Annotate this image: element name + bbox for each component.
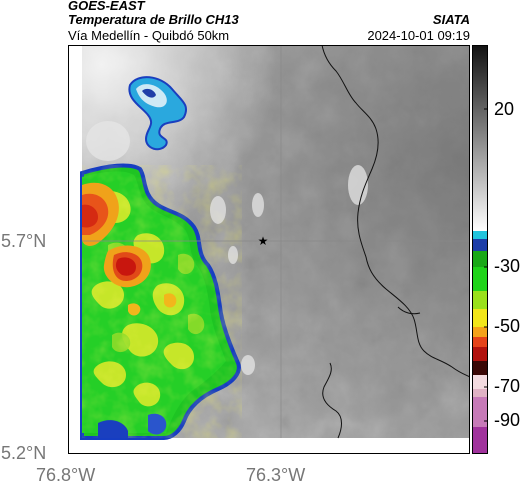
map-panel[interactable]: ★ <box>68 45 470 454</box>
star-icon: ★ <box>258 234 269 248</box>
colorbar-tick-minus30: -30 <box>494 256 521 276</box>
colorbar <box>472 45 488 454</box>
lon-tick-76.3: 76.3°W <box>246 465 306 485</box>
colorbar-tick-20: 20 <box>494 99 515 119</box>
timestamp-label: 2024-10-01 09:19 <box>367 28 470 43</box>
colorbar-tick-minus90: -90 <box>494 410 521 430</box>
border-line <box>321 45 470 378</box>
lon-tick-76.8: 76.8°W <box>36 465 96 485</box>
lat-tick-5.7: 5.7°N <box>1 231 47 251</box>
satellite-title: GOES-EAST <box>68 0 145 13</box>
product-title: Temperatura de Brillo CH13 <box>68 12 239 27</box>
colorbar-tick-minus70: -70 <box>494 376 521 396</box>
region-label: Vía Medellín - Quibdó 50km <box>68 28 230 43</box>
organization-label: SIATA <box>432 12 470 27</box>
colorbar-tick-minus50: -50 <box>494 316 521 336</box>
lat-tick-5.2: 5.2°N <box>1 443 47 463</box>
